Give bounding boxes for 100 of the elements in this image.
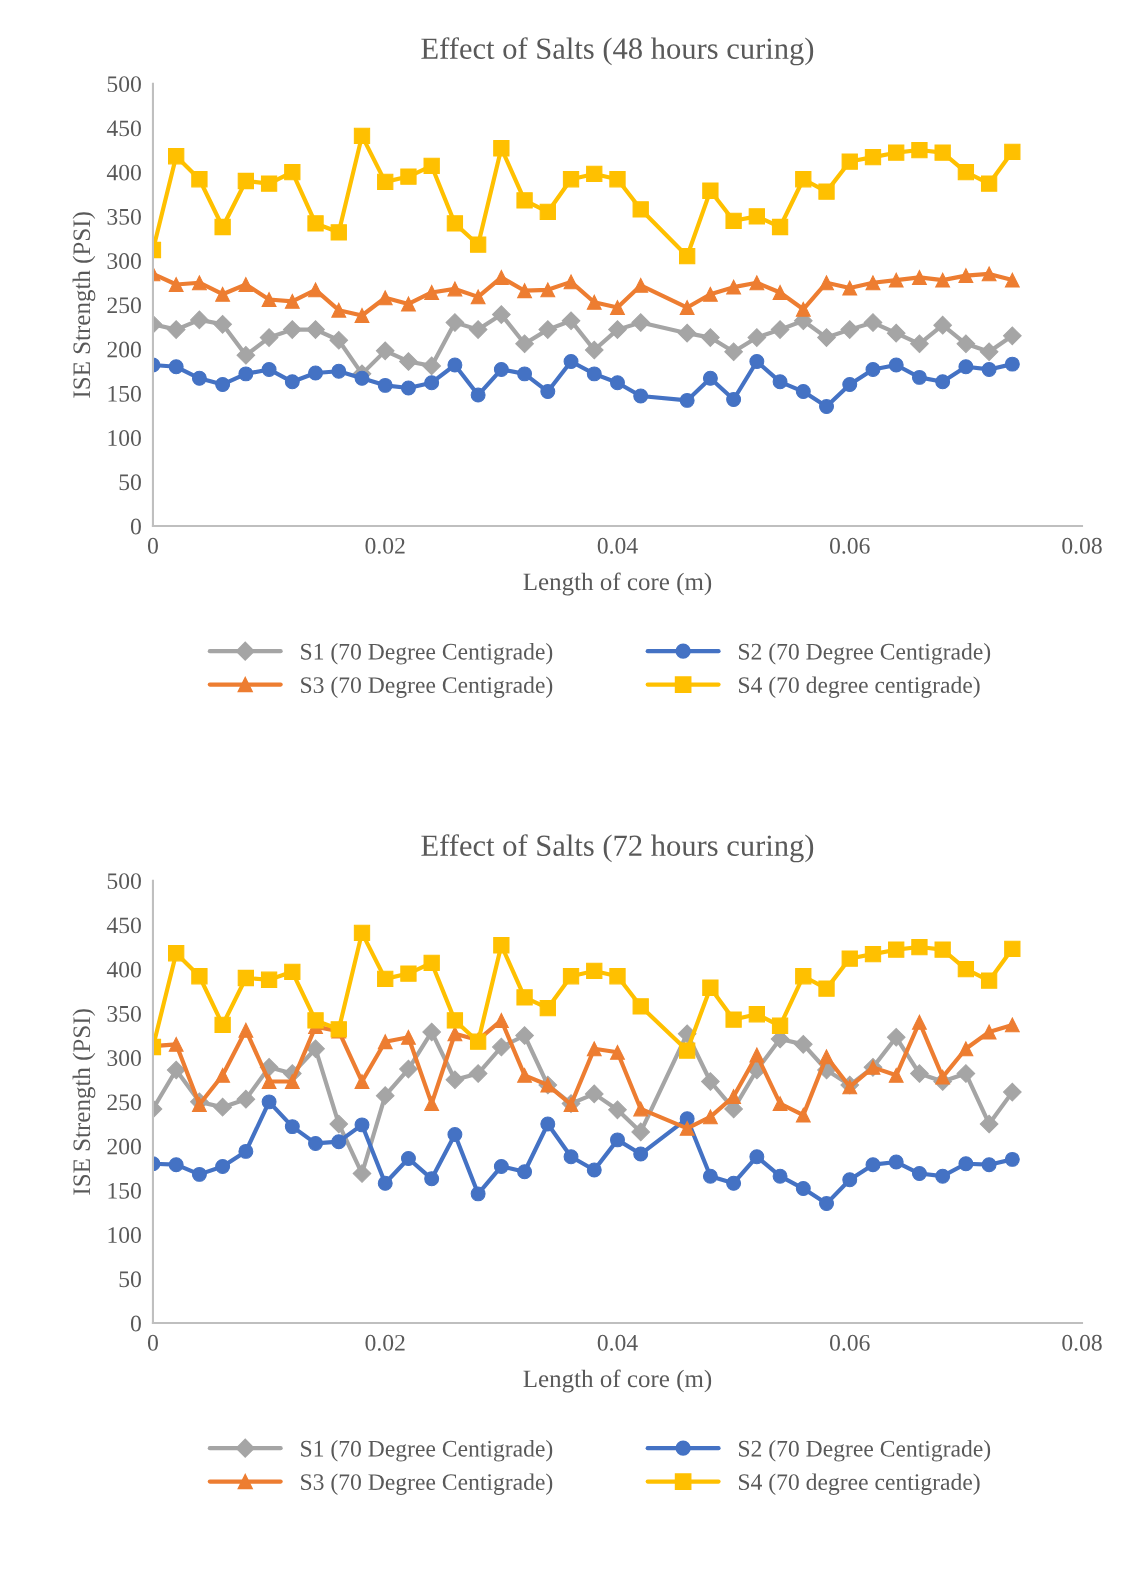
point bbox=[238, 1143, 254, 1159]
point bbox=[679, 248, 696, 265]
point bbox=[214, 1016, 231, 1034]
point bbox=[888, 357, 904, 373]
chart-title: Effect of Salts (48 hours curing) bbox=[421, 37, 814, 66]
point bbox=[958, 1156, 974, 1172]
legend-label: S3 (70 Degree Centigrade) bbox=[301, 1473, 553, 1495]
point bbox=[702, 1109, 718, 1125]
point bbox=[331, 1134, 347, 1150]
point bbox=[469, 236, 487, 253]
point bbox=[586, 1162, 602, 1178]
point bbox=[842, 280, 858, 296]
point bbox=[352, 1164, 372, 1183]
point bbox=[213, 314, 232, 334]
point bbox=[819, 399, 834, 415]
y-tick-label: 0 bbox=[130, 1315, 141, 1332]
point bbox=[633, 1146, 649, 1162]
point bbox=[329, 330, 349, 350]
point bbox=[958, 268, 974, 284]
point bbox=[911, 938, 928, 956]
point bbox=[330, 224, 347, 241]
point bbox=[795, 1181, 811, 1197]
point bbox=[468, 320, 488, 339]
point bbox=[749, 1047, 765, 1063]
x-tick-label: 0.02 bbox=[365, 537, 405, 554]
point bbox=[865, 275, 881, 291]
point bbox=[726, 392, 742, 407]
point bbox=[771, 1017, 789, 1034]
point bbox=[586, 1041, 602, 1057]
point bbox=[354, 1074, 370, 1089]
point bbox=[772, 285, 788, 300]
point bbox=[517, 1067, 533, 1083]
point bbox=[981, 1157, 997, 1173]
point bbox=[166, 320, 186, 339]
point bbox=[888, 272, 904, 288]
point bbox=[981, 361, 997, 377]
point bbox=[864, 148, 882, 166]
point bbox=[238, 277, 254, 292]
point bbox=[631, 313, 651, 332]
point bbox=[958, 1041, 974, 1057]
point bbox=[470, 289, 486, 305]
y-axis-title: ISE Strength (PSI) bbox=[72, 1009, 96, 1195]
point bbox=[886, 323, 906, 343]
legend-label: S2 (70 Degree Centigrade) bbox=[739, 1440, 991, 1462]
point bbox=[168, 148, 185, 165]
point bbox=[702, 979, 719, 996]
point bbox=[353, 924, 371, 942]
point bbox=[214, 218, 231, 236]
point bbox=[911, 269, 927, 285]
point bbox=[308, 1135, 323, 1151]
point bbox=[818, 183, 835, 200]
point bbox=[795, 1107, 811, 1123]
point bbox=[749, 275, 765, 291]
y-tick-label: 150 bbox=[108, 1182, 141, 1199]
legend-label: S1 (70 Degree Centigrade) bbox=[301, 643, 553, 665]
point bbox=[702, 286, 718, 302]
point bbox=[795, 384, 811, 400]
point bbox=[701, 1072, 720, 1091]
point bbox=[725, 212, 742, 229]
point bbox=[1004, 940, 1021, 957]
x-tick-label: 0.02 bbox=[365, 1334, 405, 1351]
point bbox=[215, 286, 231, 302]
point bbox=[633, 277, 649, 293]
y-tick-label: 350 bbox=[107, 1005, 141, 1022]
point bbox=[633, 388, 649, 404]
point bbox=[726, 279, 742, 295]
point bbox=[610, 1132, 625, 1148]
point bbox=[911, 369, 927, 385]
point bbox=[748, 208, 765, 225]
point bbox=[911, 1014, 927, 1030]
point bbox=[260, 175, 278, 192]
point bbox=[191, 968, 208, 985]
point bbox=[491, 1037, 511, 1057]
point bbox=[284, 1074, 300, 1089]
point bbox=[470, 1186, 486, 1202]
point bbox=[259, 328, 279, 347]
chart-title: Effect of Salts (72 hours curing) bbox=[421, 834, 814, 863]
point bbox=[191, 275, 207, 291]
point bbox=[445, 1070, 465, 1090]
point bbox=[935, 1168, 951, 1184]
point bbox=[748, 1006, 765, 1023]
point bbox=[679, 300, 695, 315]
y-tick-label: 300 bbox=[107, 253, 141, 270]
point bbox=[910, 1064, 929, 1083]
point bbox=[424, 285, 440, 300]
point bbox=[1004, 1017, 1020, 1033]
point bbox=[377, 1034, 393, 1050]
point bbox=[517, 366, 533, 382]
point bbox=[468, 1064, 488, 1083]
point bbox=[306, 1039, 325, 1059]
x-tick-label: 0.08 bbox=[1062, 537, 1102, 554]
point bbox=[726, 1089, 742, 1105]
point bbox=[563, 354, 579, 369]
point bbox=[608, 320, 627, 339]
point bbox=[979, 1114, 999, 1134]
point bbox=[261, 1074, 277, 1089]
point bbox=[261, 292, 277, 308]
point bbox=[864, 945, 882, 963]
point bbox=[610, 1044, 625, 1060]
point bbox=[795, 968, 812, 985]
